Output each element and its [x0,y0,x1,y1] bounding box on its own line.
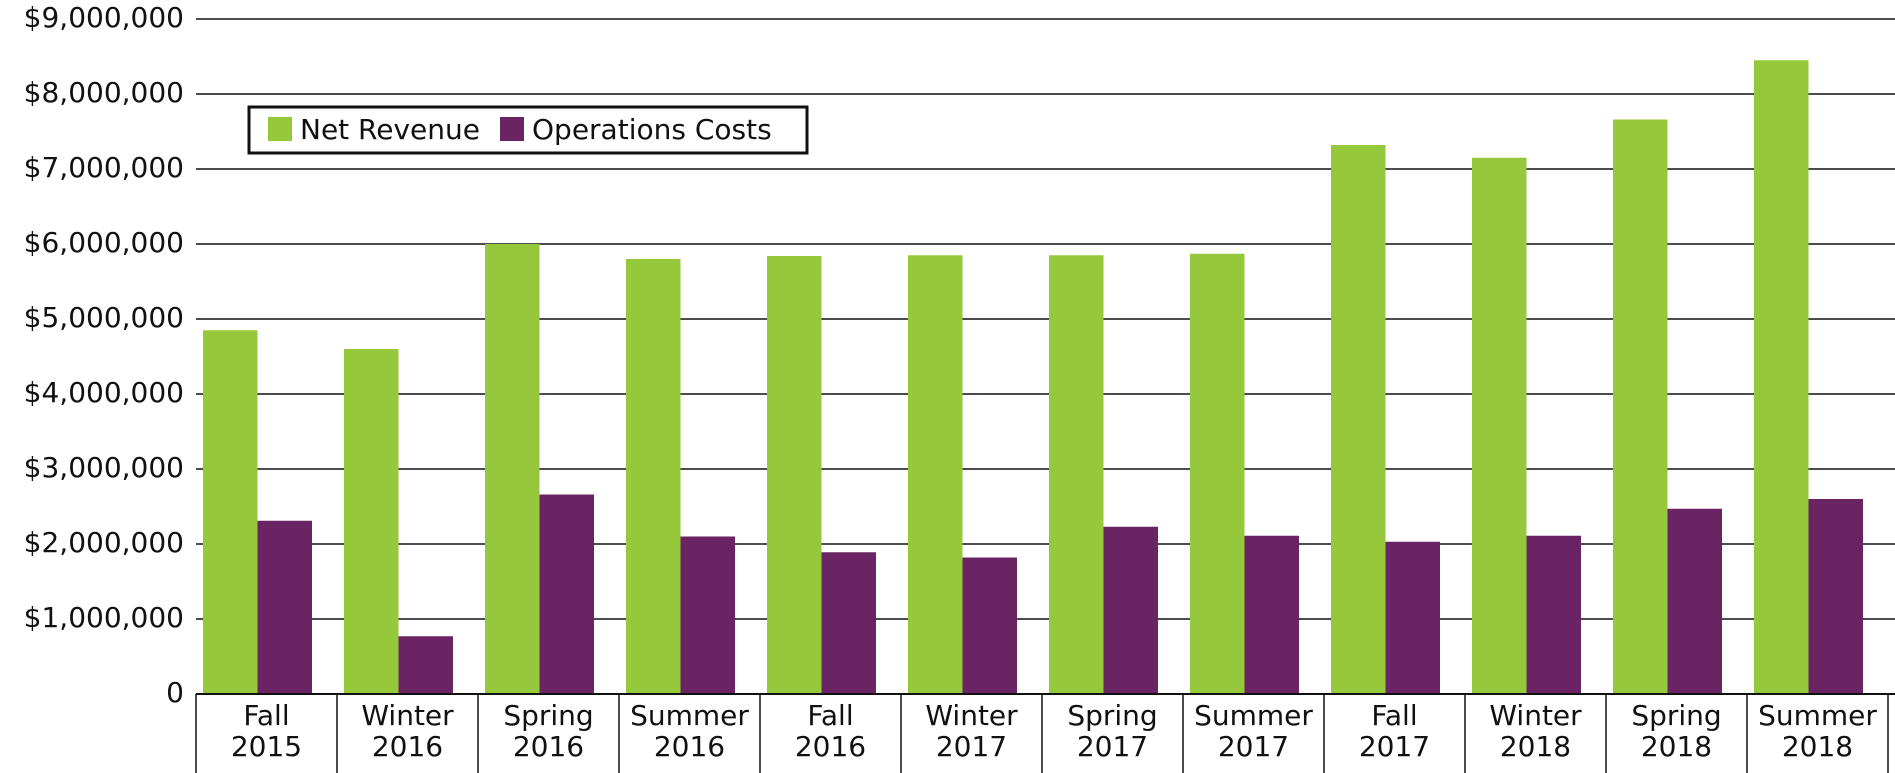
bar [203,330,258,694]
y-tick-label: $8,000,000 [24,76,184,109]
y-tick-label: $2,000,000 [24,526,184,559]
legend-box [247,105,809,155]
legend-swatch [268,117,292,141]
y-tick-label: $7,000,000 [24,151,184,184]
y-tick-label: $9,000,000 [24,1,184,34]
x-tick-label-cell: Fall 2015 [196,700,337,763]
x-tick-label: Spring 2016 [503,699,594,764]
bar [1331,145,1386,694]
bar [1472,157,1527,694]
bar [1808,499,1863,694]
bar [962,557,1017,694]
legend-label: Net Revenue [300,113,480,146]
bar [680,536,735,694]
y-tick-label: $5,000,000 [24,301,184,334]
x-tick-label: Winter 2016 [361,699,454,764]
bar [1385,541,1440,694]
x-tick-label-cell: Fall 2016 [760,700,901,763]
x-tick-label: Fall 2015 [230,699,303,764]
x-tick-label-cell: Winter 2017 [901,700,1042,763]
x-tick-label-cell: Winter 2018 [1465,700,1606,763]
x-tick-label: Summer 2018 [1758,699,1877,764]
bar [626,259,681,694]
x-tick-label: Fall 2017 [1358,699,1431,764]
legend-label: Operations Costs [532,113,772,146]
y-tick-label: $3,000,000 [24,451,184,484]
legend: Net Revenue Operations Costs [247,105,809,155]
y-tick-label: $4,000,000 [24,376,184,409]
x-tick-label: Winter 2017 [925,699,1018,764]
bar [821,552,876,694]
x-tick-label-cell: Fall 2017 [1324,700,1465,763]
x-tick-label-cell: Spring 2017 [1042,700,1183,763]
bar [257,520,312,694]
bar [485,244,540,694]
x-tick-label-cell: Winter 2016 [337,700,478,763]
bar [539,494,594,694]
x-tick-label: Fall 2016 [794,699,867,764]
y-tick-label: 0 [166,676,184,709]
x-tick-label: Summer 2016 [630,699,749,764]
bar [767,256,822,694]
bar [398,636,453,694]
x-tick-label-cell: Summer 2018 [1747,700,1888,763]
y-tick-label: $1,000,000 [24,601,184,634]
bar [1049,255,1104,694]
bar [1526,535,1581,694]
x-tick-label-cell: Spring 2018 [1606,700,1747,763]
bar [1244,535,1299,694]
bar [1190,253,1245,694]
x-tick-label: Summer 2017 [1194,699,1313,764]
x-tick-label: Winter 2018 [1489,699,1582,764]
x-tick-label: Spring 2017 [1067,699,1158,764]
y-tick-label: $6,000,000 [24,226,184,259]
bar [344,349,399,694]
x-tick-label: Spring 2018 [1631,699,1722,764]
legend-swatch [500,117,524,141]
bar [1667,508,1722,694]
bar [1754,60,1809,694]
x-tick-label-cell: Summer 2016 [619,700,760,763]
bar [1103,526,1158,694]
x-tick-label-cell: Summer 2017 [1183,700,1324,763]
bar [1613,119,1668,694]
bar [908,255,963,694]
x-tick-label-cell: Spring 2016 [478,700,619,763]
